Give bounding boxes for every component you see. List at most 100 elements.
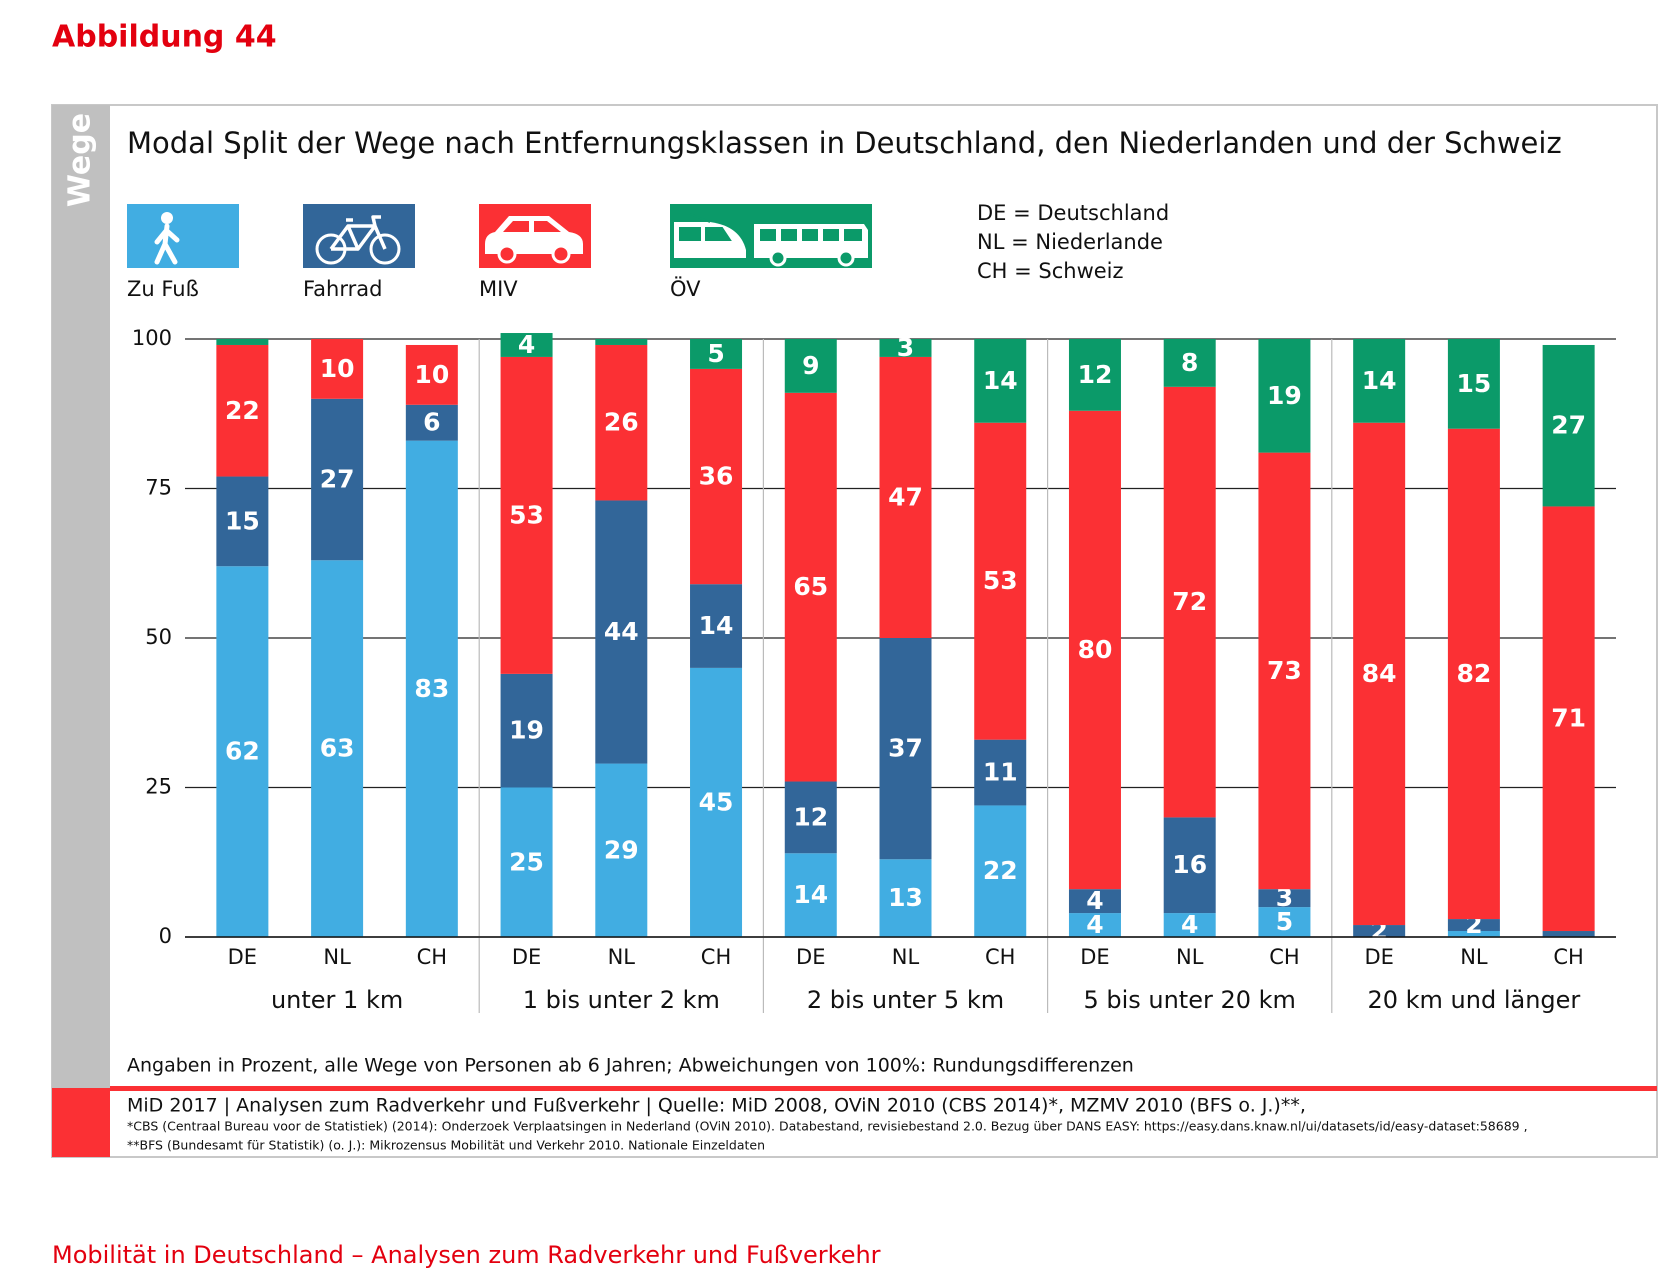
side-strip <box>52 105 110 1088</box>
bar-segment <box>974 339 1027 423</box>
bar-segment <box>784 853 837 937</box>
bar-segment <box>311 560 364 937</box>
bar-segment <box>1542 931 1595 937</box>
group-label: 5 bis unter 20 km <box>1083 986 1295 1014</box>
note: Angaben in Prozent, alle Wege von Person… <box>127 1055 1134 1077</box>
bar-segment <box>879 638 932 860</box>
bar-segment <box>500 787 553 937</box>
icon <box>161 212 173 224</box>
bar-segment <box>595 500 648 764</box>
footer: Mobilität in Deutschland – Analysen zum … <box>52 1241 881 1269</box>
value-label: 37 <box>888 734 923 763</box>
group-label: 2 bis unter 5 km <box>807 986 1004 1014</box>
value-label: 14 <box>983 366 1018 395</box>
icon <box>679 213 732 241</box>
value-label: 4 <box>1181 910 1198 939</box>
bar-segment <box>216 339 269 345</box>
group-label: 1 bis unter 2 km <box>523 986 720 1014</box>
bar-segment <box>1258 889 1311 908</box>
value-label: 22 <box>225 396 260 425</box>
bar-segment <box>784 392 837 782</box>
value-label: 84 <box>1362 659 1397 688</box>
x-tick-label: CH <box>1269 945 1299 969</box>
value-label: 9 <box>802 351 819 380</box>
value-label: 5 <box>707 339 724 368</box>
value-label: 83 <box>414 674 449 703</box>
x-tick-label: NL <box>892 945 920 969</box>
y-tick-label: 75 <box>145 476 172 500</box>
value-label: 15 <box>1457 369 1492 398</box>
bar-segment <box>1258 339 1311 453</box>
value-label: 25 <box>509 847 544 876</box>
x-tick-label: NL <box>1176 945 1204 969</box>
side-label: Wege <box>63 113 98 207</box>
value-label: 14 <box>793 880 828 909</box>
value-label: 12 <box>793 802 828 831</box>
legend-icon <box>485 216 583 264</box>
group-label: unter 1 km <box>271 986 403 1014</box>
value-label: 16 <box>1172 850 1207 879</box>
x-tick-label: DE <box>1080 945 1109 969</box>
icon <box>760 229 862 241</box>
group-label: 20 km und länger <box>1367 986 1580 1014</box>
icon <box>837 249 855 267</box>
value-label: 73 <box>1267 656 1302 685</box>
value-label: 3 <box>897 333 914 362</box>
bar-segment <box>216 566 269 937</box>
bar-segment <box>1163 913 1216 937</box>
icon <box>154 223 180 265</box>
bar-segment <box>405 344 458 405</box>
x-tick-label: NL <box>323 945 351 969</box>
abbreviation: CH = Schweiz <box>977 259 1124 283</box>
value-label: 71 <box>1551 704 1586 733</box>
value-label: 4 <box>1086 910 1103 939</box>
icon <box>369 233 401 265</box>
legend-label: Zu Fuß <box>127 277 199 301</box>
bar-segment <box>784 781 837 854</box>
bar-segment <box>974 805 1027 937</box>
bar-segment <box>974 739 1027 806</box>
legend-swatch <box>127 204 239 268</box>
y-tick-label: 0 <box>159 924 172 948</box>
x-tick-label: DE <box>512 945 541 969</box>
x-tick-label: CH <box>417 945 447 969</box>
value-label: 26 <box>604 408 639 437</box>
icon <box>329 215 387 251</box>
x-tick-label: CH <box>1553 945 1583 969</box>
bar-segment <box>500 333 553 357</box>
icon <box>769 249 787 267</box>
value-label: 45 <box>699 787 734 816</box>
value-label: 27 <box>1551 411 1586 440</box>
value-label: 14 <box>1362 366 1397 395</box>
legend-label: MIV <box>479 277 518 301</box>
value-label: 44 <box>604 617 639 646</box>
bar-segment <box>1542 506 1595 932</box>
bar-segment <box>1353 422 1406 926</box>
value-label: 8 <box>1181 348 1198 377</box>
abbreviation: NL = Niederlande <box>977 230 1163 254</box>
bar-segment <box>974 422 1027 740</box>
value-label: 63 <box>320 734 355 763</box>
source: **BFS (Bundesamt für Statistik) (o. J.):… <box>127 1138 765 1153</box>
chart-title: Modal Split der Wege nach Entfernungskla… <box>127 126 1562 160</box>
bar-segment <box>216 344 269 477</box>
source-rule <box>110 1086 1657 1091</box>
value-label: 4 <box>1086 886 1103 915</box>
legend-icon <box>674 213 868 267</box>
bar-segment <box>1163 817 1216 914</box>
bar-segment <box>690 584 743 668</box>
value-label: 27 <box>320 465 355 494</box>
y-tick-label: 25 <box>145 775 172 799</box>
bar-segment <box>1353 925 1406 937</box>
bar-segment <box>1447 339 1500 429</box>
value-label: 72 <box>1172 587 1207 616</box>
legend-label: Fahrrad <box>303 277 382 301</box>
bar-segment <box>879 356 932 638</box>
bar-segment <box>1068 410 1121 890</box>
value-label: 12 <box>1078 360 1113 389</box>
abbreviation: DE = Deutschland <box>977 201 1169 225</box>
x-tick-label: NL <box>1460 945 1488 969</box>
legend-icon <box>154 212 180 265</box>
icon <box>497 244 517 264</box>
